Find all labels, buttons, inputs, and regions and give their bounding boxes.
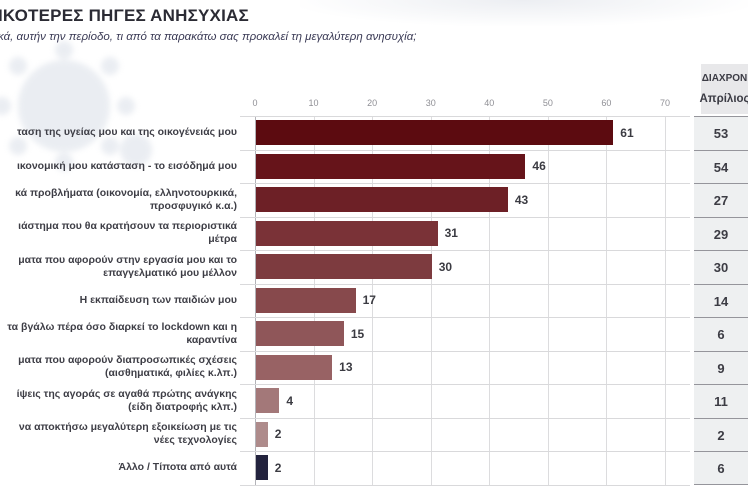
comparison-cell: 9 (694, 351, 748, 385)
row-separator-line (240, 250, 690, 251)
axis-tick-label: 0 (252, 98, 258, 108)
gridline (606, 116, 608, 485)
survey-question: κά, αυτήν την περίοδο, τι από τα παρακάτ… (0, 31, 417, 43)
bar-value-label: 2 (274, 460, 282, 475)
bar-value-label: 31 (444, 226, 458, 241)
gridline (255, 116, 256, 485)
category-label: Άλλο / Τίποτα από αυτά (118, 461, 237, 474)
category-label: ικονομική μου κατάσταση - το εισόδημά μο… (16, 159, 237, 172)
gridline (665, 116, 666, 485)
axis-tick-label: 50 (542, 98, 553, 108)
comparison-cell: 30 (694, 250, 748, 284)
row-separator-line (240, 418, 690, 419)
comparison-header-label: ΔΙΑΧΡΟΝ (701, 73, 748, 84)
bar (256, 187, 508, 213)
axis-tick-label: 40 (484, 98, 495, 108)
comparison-cell: 6 (694, 317, 748, 351)
bar-value-label: 46 (532, 159, 546, 174)
bar-value-label: 4 (286, 393, 294, 408)
comparison-cell: 11 (694, 384, 748, 418)
bar (256, 120, 614, 146)
gridline (547, 116, 549, 485)
bar-value-label: 17 (362, 293, 376, 308)
category-label: ιάστημα που θα κρατήσουν τα περιοριστικά… (18, 220, 237, 246)
bar-value-label: 61 (620, 125, 634, 140)
axis-tick-label: 20 (367, 98, 378, 108)
bar (256, 388, 280, 414)
axis-tick-label: 30 (425, 98, 436, 108)
category-label: ταση της υγείας μου και της οικογένειάς … (16, 126, 237, 139)
category-label: να αποκτήσω μεγαλύτερη εξοικείωση με τις… (18, 421, 237, 447)
gridline (489, 116, 491, 485)
bar (256, 455, 268, 481)
row-separator-line (240, 183, 690, 184)
comparison-month-label: Απρίλιος (699, 93, 748, 105)
bar-value-label: 15 (350, 326, 365, 341)
row-separator-line (240, 451, 690, 452)
bar-value-label: 13 (339, 360, 353, 375)
row-separator-line (240, 384, 690, 385)
virus-watermark-image (0, 41, 152, 171)
bar (256, 354, 333, 380)
category-label: ίψεις της αγοράς σε αγαθά πρώτης ανάγκης… (16, 387, 237, 413)
row-separator-line (240, 150, 690, 151)
bar (256, 321, 344, 347)
category-label: ματα που αφορούν στην εργασία μου και το… (18, 253, 237, 279)
bar (256, 220, 438, 246)
axis-tick-label: 10 (308, 98, 319, 108)
bar (256, 153, 526, 179)
comparison-cell: 6 (694, 451, 748, 485)
faded-background-patch (300, 0, 748, 26)
row-separator-line (240, 284, 690, 285)
gridline (372, 116, 374, 485)
bar-value-label: 43 (514, 192, 529, 207)
comparison-cell: 2 (694, 418, 748, 452)
comparison-cell: 54 (694, 150, 748, 184)
row-separator-line (240, 485, 690, 486)
row-separator-line (240, 317, 690, 318)
gridline (430, 116, 432, 485)
comparison-cell: 53 (694, 116, 748, 150)
comparison-cell: 27 (694, 183, 748, 217)
axis-tick-label: 70 (659, 98, 670, 108)
bar (256, 254, 432, 280)
category-label: τα βγάλω πέρα όσο διαρκεί το lockdown κα… (7, 320, 237, 346)
page-title: ΙΚΟΤΕΡΕΣ ΠΗΓΕΣ ΑΝΗΣΥΧΙΑΣ (0, 6, 249, 25)
bar-value-label: 2 (274, 427, 282, 442)
bar (256, 421, 268, 447)
comparison-cell: 14 (694, 284, 748, 318)
comparison-cell: 29 (694, 217, 748, 251)
category-label: ματα που αφορούν διαπροσωπικές σχέσεις (… (18, 354, 237, 380)
axis-tick-label: 60 (601, 98, 612, 108)
row-separator-line (240, 351, 690, 352)
category-label: Η εκπαίδευση των παιδιών μου (79, 293, 237, 306)
bar-value-label: 30 (438, 259, 453, 274)
bar (256, 287, 356, 313)
comparison-column-header: ΔΙΑΧΡΟΝ Απρίλιος (699, 64, 748, 114)
category-label: κά προβλήματα (οικονομία, ελληνοτουρκικά… (15, 186, 237, 212)
row-separator-line (240, 217, 690, 218)
row-separator-line (240, 116, 690, 117)
